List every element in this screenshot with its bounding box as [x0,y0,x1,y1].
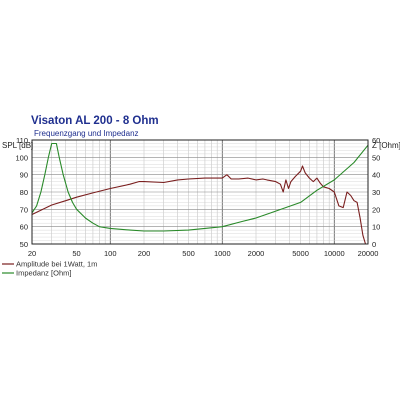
y-right-tick-label: 0 [372,240,376,249]
y-right-tick-label: 10 [372,223,380,232]
legend-label: Impedanz [Ohm] [16,269,71,278]
y-right-tick-label: 20 [372,205,380,214]
y-left-tick-label: 90 [20,171,28,180]
y-left-tick-label: 110 [16,136,28,145]
x-tick-label: 2000 [248,249,265,258]
y-left-tick-label: 80 [20,188,28,197]
x-tick-label: 20000 [358,249,379,258]
chart-title: Visaton AL 200 - 8 Ohm [31,115,159,127]
y-axis-left-label: SPL [dB] [2,141,33,150]
chart-subtitle: Frequenzgang und Impedanz [34,129,139,138]
y-right-tick-label: 30 [372,188,380,197]
x-tick-label: 5000 [292,249,309,258]
y-left-tick-label: 50 [20,240,28,249]
x-tick-label: 100 [104,249,117,258]
amplitude-series-line [31,165,367,245]
y-right-tick-label: 40 [372,171,380,180]
series-lines [31,142,369,245]
x-tick-label: 500 [182,249,195,258]
y-left-tick-label: 70 [20,205,28,214]
y-right-tick-label: 60 [372,136,380,145]
tick-labels: 20 50 100 200 500 1000 2000 5000 10000 2000050607… [15,136,380,258]
impedance-series-line [31,142,369,232]
x-tick-label: 50 [72,249,80,258]
y-right-tick-label: 50 [372,153,380,162]
y-left-tick-label: 60 [20,223,28,232]
y-axis-right-label: Z [Ohm] [372,141,400,150]
y-left-tick-label: 100 [15,153,28,162]
legend-label: Amplitude bei 1Watt, 1m [16,260,97,269]
x-tick-label: 20 [28,249,36,258]
x-tick-label: 10000 [324,249,345,258]
plot-frame [31,139,369,245]
x-tick-label: 1000 [214,249,231,258]
x-tick-label: 200 [138,249,151,258]
